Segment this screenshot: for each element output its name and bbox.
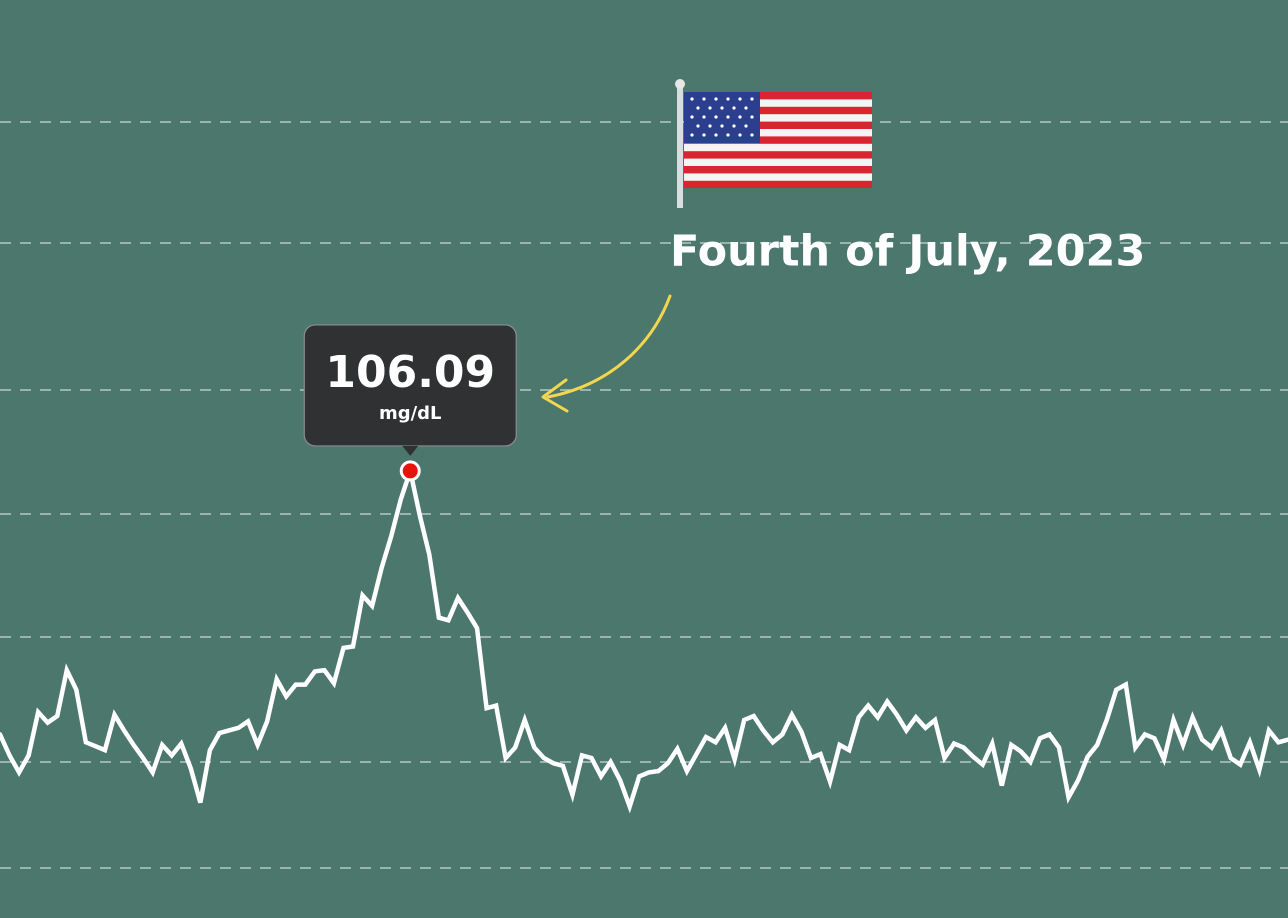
annotation-text: Fourth of July, 2023 bbox=[670, 227, 1145, 277]
tooltip-value: 106.09 bbox=[325, 347, 495, 398]
annotation-arrowhead bbox=[541, 378, 569, 413]
flag-cloth bbox=[684, 92, 872, 188]
flag-pole bbox=[677, 86, 683, 208]
plot bbox=[0, 462, 1288, 814]
highlight-point bbox=[399, 460, 421, 482]
tooltip-pointer bbox=[402, 445, 419, 456]
data-line bbox=[0, 462, 1288, 814]
annotation-arrow bbox=[546, 294, 672, 399]
flag-icon bbox=[675, 79, 872, 208]
tooltip: 106.09 mg/dL bbox=[303, 324, 517, 482]
flag-pole-top bbox=[675, 79, 685, 89]
tooltip-unit: mg/dL bbox=[379, 403, 442, 424]
grid bbox=[0, 121, 1288, 869]
